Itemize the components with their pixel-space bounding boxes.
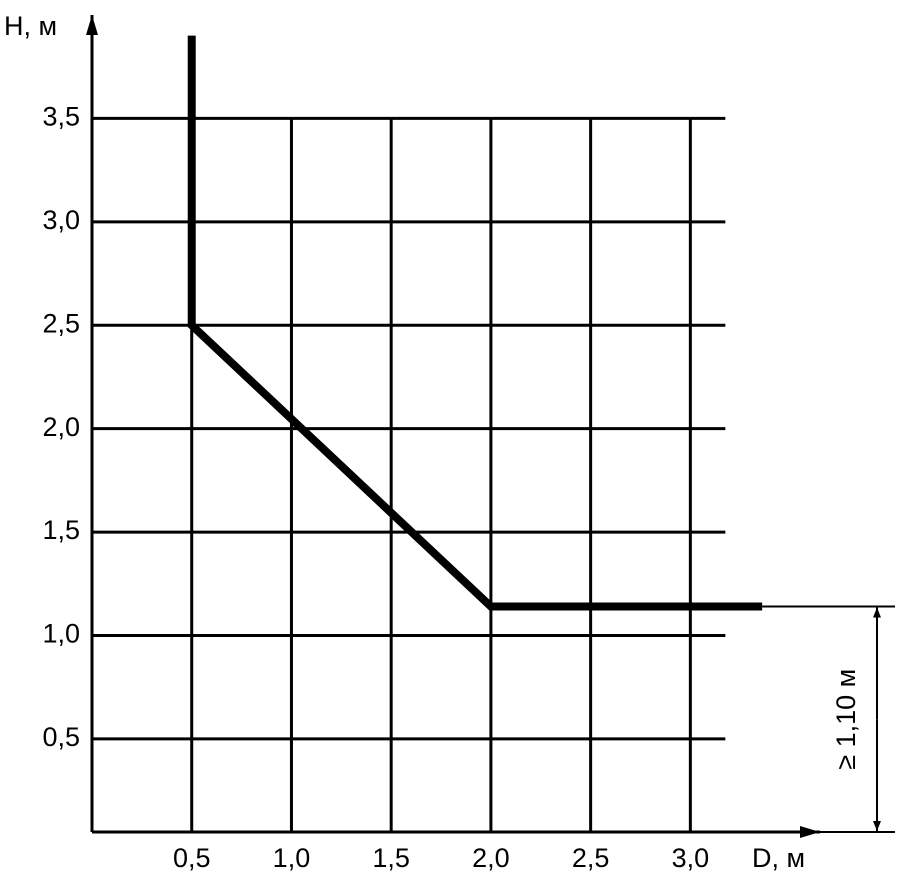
x-tick-label: 2,5 — [572, 843, 610, 873]
y-tick-label: 1,5 — [42, 515, 80, 545]
y-tick-label: 3,0 — [42, 205, 80, 235]
x-tick-label: 2,0 — [472, 843, 510, 873]
y-axis-label: H, м — [4, 11, 57, 41]
x-tick-label: 3,0 — [672, 843, 710, 873]
y-tick-label: 3,5 — [42, 102, 80, 132]
y-tick-label: 0,5 — [42, 722, 80, 752]
y-tick-label: 2,0 — [42, 412, 80, 442]
data-line — [187, 35, 763, 611]
x-tick-label: 0,5 — [173, 843, 211, 873]
y-tick-label: 2,5 — [42, 308, 80, 338]
x-tick-label: 1,5 — [372, 843, 410, 873]
dimension-label: ≥ 1,10 м — [831, 669, 861, 770]
x-tick-label: 1,0 — [273, 843, 311, 873]
x-axis-label: D, м — [752, 843, 805, 873]
y-tick-label: 1,0 — [42, 619, 80, 649]
